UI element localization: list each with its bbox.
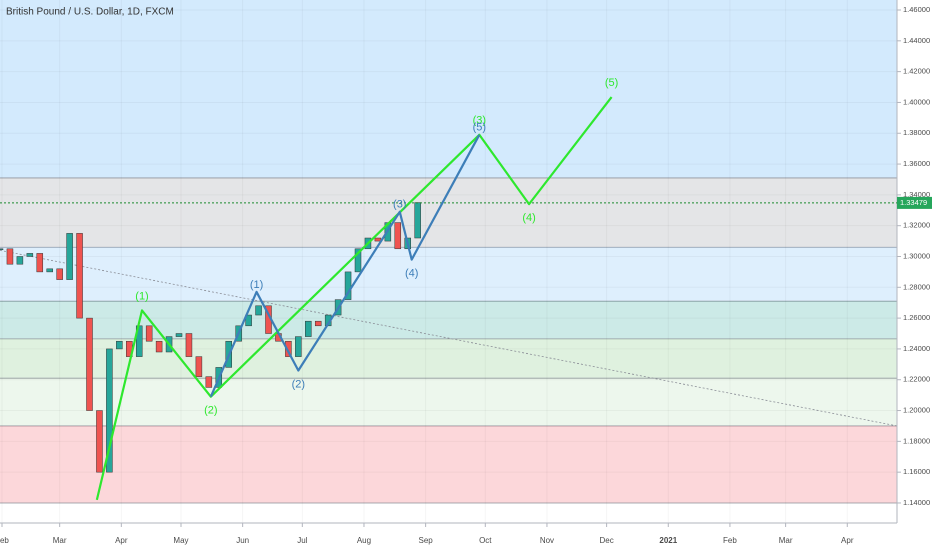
x-tick-label: May bbox=[173, 536, 188, 545]
candle bbox=[155, 340, 163, 353]
candle bbox=[305, 320, 312, 337]
candle bbox=[36, 253, 44, 273]
chart-title: British Pound / U.S. Dollar, 1D, FXCM bbox=[6, 7, 174, 18]
wave-line bbox=[95, 96, 613, 501]
x-tick-label: Jul bbox=[297, 536, 307, 545]
candle bbox=[106, 348, 113, 473]
x-tick-label: Nov bbox=[540, 536, 554, 545]
x-tick-label: Feb bbox=[0, 536, 9, 545]
x-tick-label: Mar bbox=[779, 536, 793, 545]
y-tick-label: 1.44000 bbox=[903, 36, 930, 45]
trendline bbox=[0, 249, 898, 427]
candle bbox=[344, 271, 352, 300]
candle bbox=[374, 237, 382, 242]
candle bbox=[26, 253, 34, 257]
x-tick-label: Jun bbox=[236, 536, 249, 545]
y-tick-label: 1.16000 bbox=[903, 467, 930, 476]
y-tick-label: 1.18000 bbox=[903, 436, 930, 445]
candle bbox=[314, 320, 322, 327]
candle bbox=[195, 356, 203, 377]
current-price-label: 1.33479 bbox=[900, 198, 927, 207]
wave-label: (5) bbox=[473, 122, 486, 134]
wave-label: (3) bbox=[393, 199, 406, 211]
plot-area bbox=[0, 0, 898, 523]
y-tick-label: 1.38000 bbox=[903, 128, 930, 137]
y-tick-label: 1.28000 bbox=[903, 282, 930, 291]
candle bbox=[295, 336, 302, 357]
x-tick-label: Mar bbox=[53, 536, 67, 545]
y-tick-label: 1.36000 bbox=[903, 159, 930, 168]
candle bbox=[205, 376, 213, 388]
y-tick-label: 1.14000 bbox=[903, 498, 930, 507]
wave-label: (4) bbox=[405, 267, 418, 279]
price-zone bbox=[0, 247, 897, 302]
candle bbox=[56, 268, 63, 280]
current-price-box bbox=[897, 196, 932, 209]
candle bbox=[354, 248, 362, 273]
x-tick-label: Feb bbox=[723, 536, 737, 545]
candle bbox=[245, 314, 252, 327]
price-zone bbox=[0, 425, 897, 503]
price-zone bbox=[0, 338, 897, 379]
x-tick-label: Aug bbox=[357, 536, 371, 545]
x-tick-label: Dec bbox=[600, 536, 614, 545]
price-zone bbox=[0, 0, 897, 178]
price-zone bbox=[0, 378, 897, 426]
x-tick-label: 2021 bbox=[659, 536, 677, 545]
y-tick-label: 1.40000 bbox=[903, 97, 930, 106]
y-tick-label: 1.30000 bbox=[903, 251, 930, 260]
x-tick-label: Sep bbox=[419, 536, 434, 545]
y-tick-label: 1.42000 bbox=[903, 67, 930, 76]
y-tick-label: 1.24000 bbox=[903, 344, 930, 353]
x-tick-label: Oct bbox=[479, 536, 492, 545]
y-tick-label: 1.34000 bbox=[903, 190, 930, 199]
candle bbox=[394, 222, 402, 250]
candle bbox=[175, 333, 183, 337]
candle bbox=[0, 248, 4, 251]
wave-label: (1) bbox=[135, 290, 148, 302]
wave-label: (5) bbox=[605, 77, 618, 89]
x-tick-label: Apr bbox=[115, 536, 128, 545]
candle bbox=[46, 268, 53, 273]
y-tick-label: 1.32000 bbox=[903, 221, 930, 230]
x-tick-label: Apr bbox=[841, 536, 854, 545]
wave-label: (2) bbox=[204, 405, 217, 417]
candle bbox=[96, 410, 103, 473]
candle bbox=[145, 325, 153, 342]
price-zone bbox=[0, 301, 897, 339]
candle bbox=[16, 256, 24, 265]
candle bbox=[86, 317, 93, 411]
wave-line bbox=[209, 134, 481, 398]
candle bbox=[185, 333, 193, 357]
candle bbox=[116, 340, 123, 350]
price-zone bbox=[0, 177, 897, 248]
wave-label: (3) bbox=[473, 115, 486, 127]
candle bbox=[285, 340, 292, 357]
y-tick-label: 1.46000 bbox=[903, 5, 930, 14]
wave-label: (4) bbox=[522, 212, 535, 224]
wave-label: (2) bbox=[292, 378, 305, 390]
candle bbox=[6, 248, 14, 265]
candle bbox=[66, 233, 73, 280]
candle bbox=[255, 305, 262, 316]
candle bbox=[76, 233, 83, 319]
y-tick-label: 1.20000 bbox=[903, 406, 930, 415]
candle bbox=[414, 202, 421, 239]
y-tick-label: 1.22000 bbox=[903, 375, 930, 384]
y-tick-label: 1.26000 bbox=[903, 313, 930, 322]
wave-label: (1) bbox=[250, 279, 263, 291]
